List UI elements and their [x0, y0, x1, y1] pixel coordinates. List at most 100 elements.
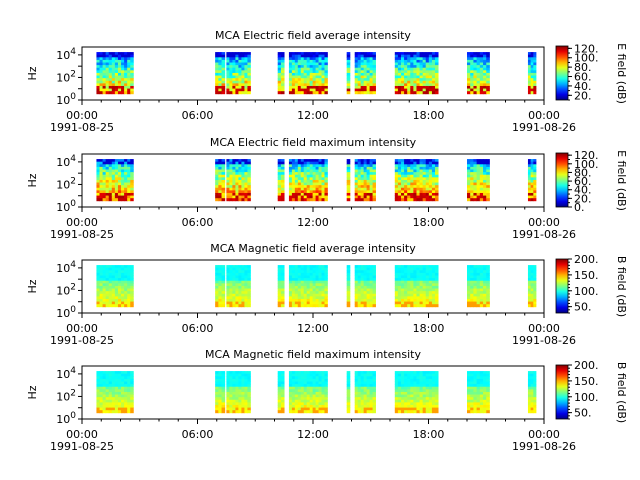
spectrogram-cell	[124, 301, 128, 305]
spectrogram-cell	[318, 72, 322, 76]
spectrogram-cell	[357, 169, 362, 173]
spectrogram-cell	[394, 301, 399, 305]
spectrogram-cell	[117, 386, 122, 390]
spectrogram-cell	[483, 159, 487, 163]
spectrogram-cell	[372, 198, 376, 202]
spectrogram-cell	[486, 80, 490, 84]
spectrogram-cell	[470, 88, 474, 92]
spectrogram-cell	[127, 378, 131, 382]
spectrogram-cell	[117, 381, 122, 385]
spectrogram-cell	[218, 57, 222, 61]
spectrogram-cell	[244, 265, 248, 269]
spectrogram-cell	[354, 72, 359, 76]
spectrogram-cell	[363, 185, 368, 189]
spectrogram-cell	[111, 70, 116, 74]
spectrogram-cell	[312, 410, 316, 414]
spectrogram-cell	[247, 280, 251, 284]
spectrogram-cell	[312, 62, 316, 66]
spectrogram-cell	[235, 91, 239, 95]
spectrogram-cell	[357, 270, 362, 274]
spectrogram-cell	[294, 298, 299, 302]
spectrogram-cell	[99, 270, 103, 274]
spectrogram-cell	[306, 399, 311, 403]
spectrogram-cell	[288, 195, 293, 199]
spectrogram-cell	[425, 389, 430, 393]
spectrogram-cell	[476, 270, 481, 274]
spectrogram-cell	[130, 296, 134, 300]
spectrogram-cell	[114, 72, 119, 76]
spectrogram-cell	[530, 159, 534, 163]
spectrogram-cell	[312, 371, 316, 375]
spectrogram-cell	[226, 373, 230, 377]
spectrogram-cell	[309, 185, 314, 189]
spectrogram-cell	[369, 88, 373, 92]
spectrogram-cell	[291, 78, 296, 82]
spectrogram-cell	[238, 410, 242, 414]
spectrogram-cell	[306, 285, 311, 289]
spectrogram-cell	[435, 161, 439, 165]
spectrogram-cell	[360, 159, 365, 163]
spectrogram-cell	[425, 174, 430, 178]
spectrogram-cell	[419, 185, 424, 189]
spectrogram-cell	[530, 177, 534, 181]
spectrogram-cell	[102, 376, 107, 380]
spectrogram-cell	[413, 394, 417, 398]
spectrogram-cell	[303, 159, 308, 163]
spectrogram-cell	[419, 272, 424, 276]
spectrogram-cell	[226, 192, 230, 196]
spectrogram-cell	[404, 296, 408, 300]
spectrogram-cell	[318, 301, 322, 305]
spectrogram-cell	[369, 172, 373, 176]
spectrogram-cell	[422, 65, 427, 69]
spectrogram-cell	[346, 179, 351, 183]
spectrogram-cell	[315, 65, 319, 69]
spectrogram-cell	[218, 62, 222, 66]
spectrogram-cell	[473, 185, 478, 189]
spectrogram-cell	[419, 371, 424, 375]
spectrogram-cell	[291, 174, 296, 178]
spectrogram-cell	[425, 402, 430, 406]
spectrogram-cell	[312, 179, 316, 183]
spectrogram-cell	[530, 394, 534, 398]
spectrogram-cell	[407, 166, 411, 170]
spectrogram-cell	[121, 402, 125, 406]
spectrogram-cell	[422, 278, 427, 282]
spectrogram-cell	[124, 381, 128, 385]
spectrogram-cell	[226, 159, 230, 163]
spectrogram-cell	[428, 265, 433, 269]
spectrogram-cell	[530, 272, 534, 276]
spectrogram-cell	[476, 54, 481, 58]
spectrogram-cell	[114, 304, 119, 308]
spectrogram-cell	[99, 195, 103, 199]
spectrogram-cell	[241, 52, 245, 56]
spectrogram-cell	[318, 371, 322, 375]
spectrogram-cell	[108, 88, 113, 92]
spectrogram-cell	[108, 70, 113, 74]
spectrogram-cell	[401, 52, 405, 56]
spectrogram-cell	[422, 85, 427, 89]
spectrogram-cell	[404, 172, 408, 176]
spectrogram-cell	[226, 381, 230, 385]
spectrogram-cell	[312, 192, 316, 196]
spectrogram-cell	[277, 386, 282, 390]
spectrogram-cell	[238, 391, 242, 395]
spectrogram-cell	[124, 72, 128, 76]
spectrogram-cell	[360, 70, 365, 74]
spectrogram-cell	[321, 80, 325, 84]
spectrogram-cell	[530, 391, 534, 395]
spectrogram-cell	[363, 283, 368, 287]
spectrogram-cell	[321, 304, 325, 308]
spectrogram-cell	[218, 391, 222, 395]
spectrogram-cell	[229, 195, 233, 199]
spectrogram-cell	[218, 164, 222, 168]
spectrogram-cell	[363, 298, 368, 302]
spectrogram-cell	[105, 404, 110, 408]
spectrogram-cell	[431, 192, 436, 196]
spectrogram-cell	[221, 172, 226, 176]
spectrogram-cell	[96, 407, 100, 411]
spectrogram-cell	[404, 389, 408, 393]
spectrogram-cell	[346, 407, 351, 411]
spectrogram-cell	[354, 280, 359, 284]
spectrogram-cell	[306, 187, 311, 191]
spectrogram-cell	[404, 57, 408, 61]
